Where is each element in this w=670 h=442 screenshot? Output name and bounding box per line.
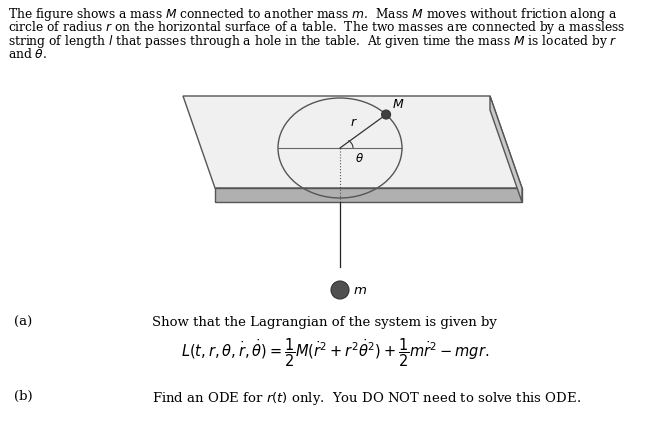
Ellipse shape [382, 110, 391, 119]
Text: $m$: $m$ [353, 283, 367, 297]
Text: string of length $l$ that passes through a hole in the table.  At given time the: string of length $l$ that passes through… [8, 33, 618, 50]
Text: Show that the Lagrangian of the system is given by: Show that the Lagrangian of the system i… [152, 316, 497, 329]
Text: and $\theta$.: and $\theta$. [8, 46, 47, 61]
Ellipse shape [331, 281, 349, 299]
Text: $M$: $M$ [392, 98, 405, 110]
Polygon shape [490, 96, 522, 202]
Text: Find an ODE for $r(t)$ only.  You DO NOT need to solve this ODE.: Find an ODE for $r(t)$ only. You DO NOT … [152, 390, 581, 407]
Text: $r$: $r$ [350, 116, 358, 129]
Text: $\theta$: $\theta$ [355, 152, 364, 165]
Text: The figure shows a mass $M$ connected to another mass $m$.  Mass $M$ moves witho: The figure shows a mass $M$ connected to… [8, 6, 617, 23]
Text: (a): (a) [14, 316, 32, 329]
Polygon shape [183, 96, 522, 188]
Polygon shape [215, 188, 522, 202]
Text: (b): (b) [14, 390, 33, 403]
Text: circle of radius $r$ on the horizontal surface of a table.  The two masses are c: circle of radius $r$ on the horizontal s… [8, 19, 626, 37]
Text: $L(t, r, \theta, \dot{r}, \dot{\theta}) = \dfrac{1}{2}M(\dot{r}^2 + r^2\dot{\the: $L(t, r, \theta, \dot{r}, \dot{\theta}) … [181, 336, 489, 369]
